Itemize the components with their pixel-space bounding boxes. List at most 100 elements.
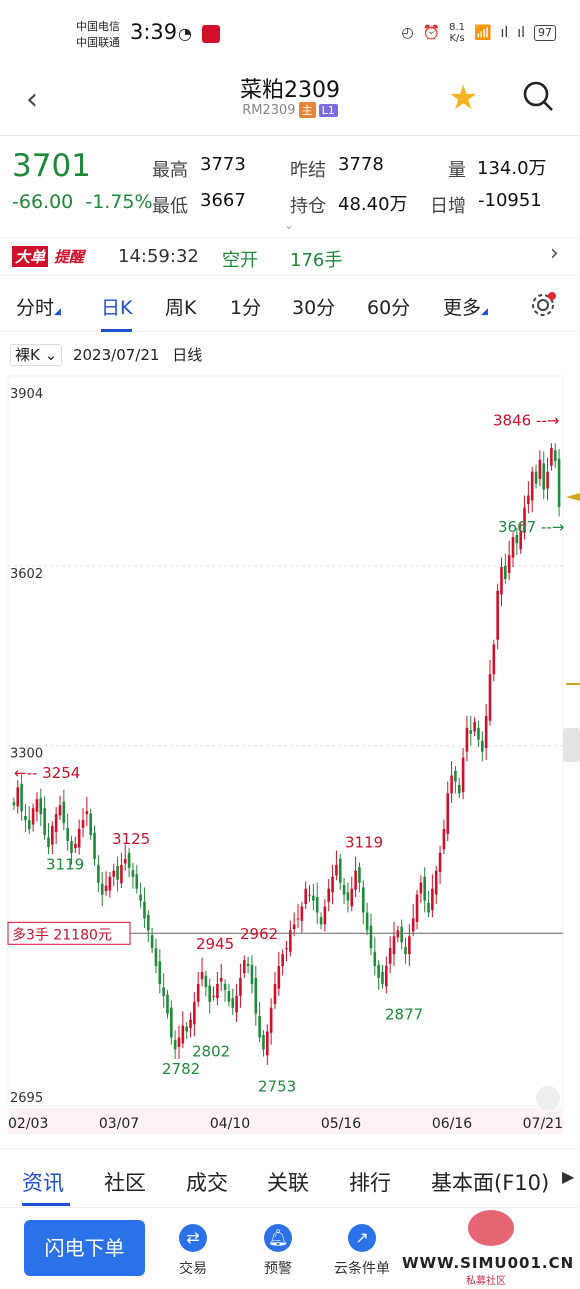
candle-body (231, 998, 235, 1008)
candle-body (465, 727, 469, 752)
candle-body (39, 798, 43, 815)
price-annotation: 3119 (345, 833, 383, 851)
settings-gear-icon[interactable] (530, 292, 556, 318)
watermark-sub: 私募社区 (466, 1276, 506, 1287)
tab-30min[interactable]: 30分 (292, 297, 336, 319)
candle-body (266, 1031, 269, 1056)
high-label: 最高 (152, 160, 188, 181)
tab-fundamentals[interactable]: 基本面(F10) (431, 1171, 550, 1195)
tab-related[interactable]: 关联 (267, 1171, 309, 1195)
x-tick-label: 04/10 (210, 1116, 250, 1132)
candle-body (93, 832, 96, 859)
search-icon[interactable] (522, 80, 554, 112)
expand-chevron-icon[interactable]: ⌄ (284, 218, 295, 232)
candle-body (507, 555, 511, 573)
candle-body (12, 802, 16, 806)
tab-news[interactable]: 资讯 (22, 1171, 64, 1195)
candle-body (546, 471, 549, 489)
candle-body (139, 894, 142, 901)
price-annotation: 2802 (192, 1042, 230, 1060)
favorite-star-icon[interactable]: ★ (448, 78, 479, 118)
candle-body (354, 870, 357, 890)
contract-code: RM2309 主 L1 (0, 102, 580, 118)
candle-body (273, 983, 277, 1005)
page-title: 菜粕2309 (240, 78, 340, 103)
candle-body (369, 925, 373, 949)
price-change: -66.00 -1.75% (12, 191, 153, 213)
candle-body (89, 813, 93, 836)
trade-button[interactable]: ⇄ 交易 (158, 1224, 228, 1278)
candle-body (480, 740, 484, 752)
candle-body (219, 977, 223, 982)
candle-body (553, 450, 557, 462)
status-time: 3:39 (130, 20, 178, 44)
candle-body (385, 966, 388, 987)
back-icon[interactable]: ‹ (26, 82, 38, 117)
candle-body (538, 459, 542, 479)
kline-mode-select[interactable]: 裸K ⌄ (10, 344, 63, 366)
candle-body (189, 1019, 192, 1028)
signal-icon-1: ıl (500, 25, 509, 41)
tab-more[interactable]: 更多◢ (443, 297, 488, 319)
tab-community[interactable]: 社区 (104, 1171, 146, 1195)
candle-body (542, 463, 546, 490)
price-annotation: 2962 (240, 925, 278, 943)
candle-body (143, 901, 146, 919)
candle-body (381, 972, 384, 984)
candle-body (431, 888, 434, 911)
candle-body (154, 948, 158, 967)
candle-body (292, 924, 296, 930)
candle-body (77, 829, 81, 848)
tab-1min[interactable]: 1分 (230, 297, 262, 319)
tab-ranking[interactable]: 排行 (349, 1171, 391, 1195)
alert-action: 空开 (222, 250, 258, 271)
candle-body (170, 1007, 173, 1038)
carrier-2: 中国联通 (76, 36, 120, 49)
tab-trades[interactable]: 成交 (186, 1171, 228, 1195)
tab-60min[interactable]: 60分 (367, 297, 411, 319)
price-annotation: 3125 (112, 830, 150, 848)
day-increase-value: -10951 (478, 190, 542, 211)
tabs-scroll-right-icon[interactable]: ▶ (562, 1167, 575, 1186)
active-tab-underline (22, 1203, 70, 1206)
flash-order-button[interactable]: 闪电下单 (24, 1220, 145, 1276)
candle-body (373, 951, 377, 967)
price-annotation: 2753 (258, 1077, 296, 1095)
cloud-order-button[interactable]: ↗ 云条件单 (327, 1224, 397, 1278)
candle-body (388, 948, 392, 964)
candle-body (123, 858, 127, 864)
tab-weekly-k[interactable]: 周K (165, 297, 197, 319)
tab-fenshi[interactable]: 分时◢ (16, 297, 61, 319)
alert-time: 14:59:32 (118, 246, 199, 267)
candle-body (131, 870, 135, 877)
candle-body (408, 936, 411, 955)
main-contract-tag: 主 (298, 102, 316, 118)
candle-body (196, 983, 200, 1002)
kline-chart[interactable]: 3904 3602 3300 2695 02/03 03/07 04/10 05/16 06/1… (0, 370, 580, 1140)
open-interest-value: 48.40万 (338, 194, 408, 215)
volume-label: 量 (448, 160, 466, 181)
candle-body (35, 799, 39, 812)
candle-body (158, 961, 162, 984)
candle-body (250, 964, 254, 984)
candle-body (269, 1007, 273, 1033)
candle-body (312, 895, 315, 901)
chart-info-bar: 裸K ⌄ 2023/07/21 日线 (10, 344, 202, 366)
candle-body (166, 994, 169, 1014)
candle-body (350, 888, 354, 907)
low-value: 3667 (200, 190, 246, 211)
y-tick-label: 3602 (10, 567, 43, 582)
candle-body (419, 882, 423, 894)
candle-body (396, 930, 400, 938)
candle-body (120, 864, 123, 884)
chevron-right-icon[interactable]: › (550, 241, 559, 266)
position-label: 多3手 21180元 (12, 926, 112, 943)
candle-body (173, 1039, 177, 1050)
candle-body (304, 888, 307, 905)
alert-button[interactable]: 🔔︎ 预警 (243, 1224, 313, 1278)
candle-body (454, 770, 457, 782)
candle-body (530, 471, 534, 501)
tab-daily-k[interactable]: 日K (101, 293, 133, 332)
x-tick-label: 06/16 (432, 1116, 472, 1132)
big-order-alert[interactable]: 大单 提醒 14:59:32 空开 176手 › (0, 238, 580, 276)
